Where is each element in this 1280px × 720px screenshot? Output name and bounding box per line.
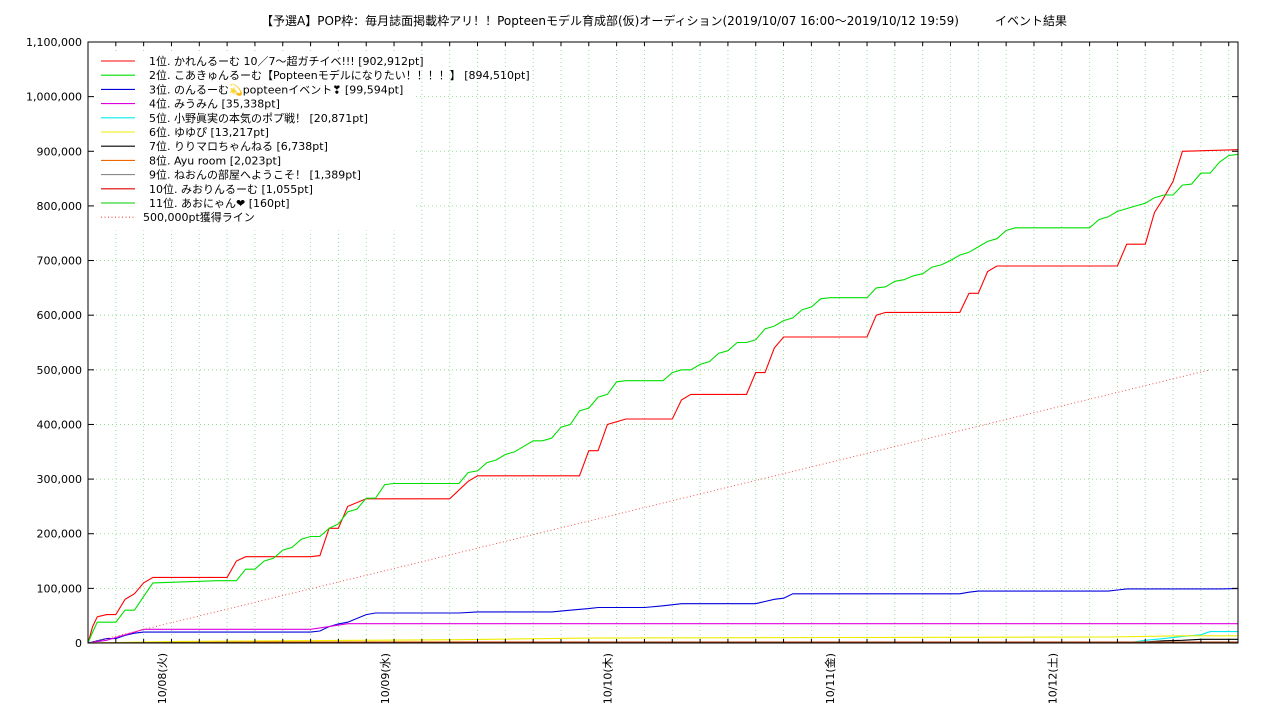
x-tick-label: 10/12(土)	[1047, 653, 1060, 704]
y-tick-label: 700,000	[37, 255, 83, 268]
y-tick-label: 100,000	[37, 582, 83, 595]
legend-label: 1位. かれんるーむ 10／7〜超ガチイベ!!! [902,912pt]	[149, 54, 424, 68]
series-line	[87, 588, 1239, 644]
axes: 0 100,000 200,000 300,000 400,000 500,000 600,…	[26, 36, 1238, 704]
legend-background	[96, 54, 416, 231]
x-tick-label: 10/10(木)	[601, 653, 614, 704]
x-tick-label: 10/11(金)	[823, 653, 837, 704]
y-tick-label: 1,000,000	[26, 91, 82, 104]
legend-label: 11位. あおにゃん❤ [160pt]	[149, 196, 290, 210]
y-tick-label: 300,000	[37, 473, 83, 486]
legend-label: 6位. ゆゆぴ [13,217pt]	[149, 125, 269, 139]
legend-label: 9位. ねおんの部屋へようこそ！ [1,389pt]	[149, 168, 361, 182]
legend-label: 5位. 小野眞実の本気のポプ戦！ [20,871pt]	[149, 111, 368, 125]
y-tick-label: 200,000	[37, 528, 83, 541]
x-tick-label: 10/08(火)	[156, 653, 169, 704]
legend-label: 7位. りりマロちゃんねる [6,738pt]	[149, 139, 328, 153]
legend-label: 3位. のんるーむ💫popteenイベント❣ [99,594pt]	[149, 82, 403, 97]
legend-label: 8位. Ayu room [2,023pt]	[149, 153, 281, 167]
x-tick-label: 10/09(水)	[379, 653, 392, 704]
y-tick-label: 600,000	[37, 309, 83, 322]
y-tick-label: 0	[75, 637, 82, 650]
y-tick-label: 800,000	[37, 200, 83, 213]
series-line	[87, 623, 1238, 644]
y-tick-label: 1,100,000	[26, 36, 82, 49]
legend: 1位. かれんるーむ 10／7〜超ガチイベ!!! [902,912pt]2位. …	[101, 54, 530, 224]
plot-frame	[87, 41, 1239, 644]
legend-label: 500,000pt獲得ライン	[143, 211, 255, 224]
series-line	[87, 149, 1239, 644]
series-line	[87, 369, 1211, 644]
legend-label: 4位. みうみん [35,338pt]	[149, 97, 280, 111]
y-tick-label: 500,000	[37, 364, 83, 377]
series-line	[87, 153, 1239, 644]
y-tick-label: 400,000	[37, 418, 83, 431]
legend-label: 2位. こあきゅんるーむ【Popteenモデルになりたい！！！！】 [894,5…	[149, 68, 530, 82]
chart-title: 【予選A】POP枠：毎月誌面掲載枠アリ！！Popteenモデル育成部(仮)オーデ…	[261, 13, 1067, 28]
y-tick-label: 900,000	[37, 145, 83, 158]
legend-label: 10位. みおりんるーむ [1,055pt]	[149, 182, 313, 196]
